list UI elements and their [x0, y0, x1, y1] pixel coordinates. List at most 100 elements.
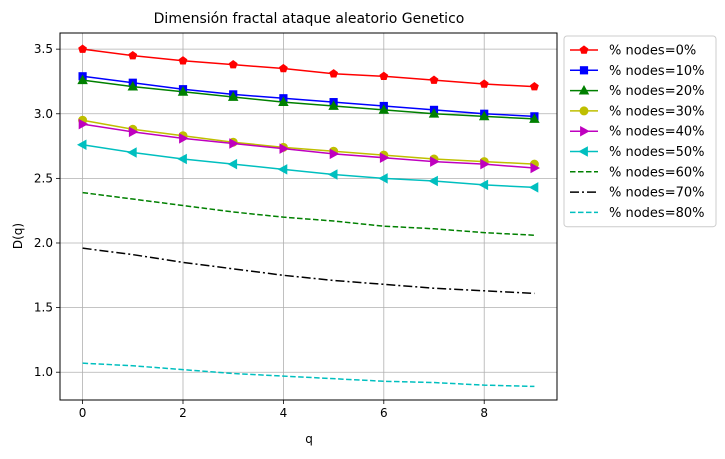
x-tick-label: 6	[380, 406, 388, 420]
data-point	[529, 113, 540, 123]
data-point	[277, 164, 288, 175]
y-axis-label: D(q)	[11, 223, 25, 249]
legend-item: % nodes=40%	[570, 125, 705, 140]
series-group	[78, 44, 539, 91]
legend-marker	[579, 45, 589, 54]
legend-box	[563, 35, 717, 228]
series-line	[82, 48, 535, 88]
legend-label: % nodes=0%	[609, 44, 696, 59]
data-point	[229, 138, 239, 149]
data-point	[127, 80, 139, 91]
data-point	[480, 158, 490, 170]
series-group	[82, 247, 535, 295]
data-point	[379, 71, 389, 81]
data-point	[430, 156, 440, 167]
series-line	[82, 119, 535, 165]
data-point	[76, 139, 87, 151]
series-line	[82, 362, 535, 388]
series-group	[78, 72, 539, 121]
data-point	[228, 60, 238, 69]
legend-item: % nodes=80%	[570, 206, 705, 221]
series-group	[78, 118, 541, 174]
data-point	[478, 179, 489, 191]
legend-label: % nodes=70%	[609, 186, 705, 201]
y-tick-label: 2.0	[34, 236, 53, 250]
y-tick-label: 3.5	[34, 42, 53, 56]
data-point	[279, 63, 288, 73]
data-point	[329, 148, 340, 160]
x-axis-label: q	[305, 432, 313, 446]
data-point	[177, 86, 189, 96]
series-group	[82, 191, 535, 236]
legend-marker	[580, 125, 590, 137]
data-point	[328, 100, 339, 110]
data-point	[278, 96, 289, 107]
data-point	[179, 133, 189, 144]
series-group	[76, 139, 539, 193]
data-point	[530, 162, 541, 174]
legend-item: % nodes=20%	[570, 84, 705, 99]
plot-frame	[59, 32, 558, 401]
legend-item: % nodes=0%	[570, 44, 696, 59]
data-point	[379, 152, 390, 163]
series-group	[82, 362, 535, 388]
legend-label: % nodes=50%	[609, 145, 705, 160]
chart-title: Dimensión fractal ataque aleatorio Genet…	[154, 11, 465, 27]
y-tick-label: 1.5	[34, 301, 53, 315]
x-tick-label: 8	[480, 406, 488, 420]
legend-label: % nodes=10%	[609, 64, 705, 79]
legend-item: % nodes=50%	[570, 145, 705, 160]
y-tick-label: 2.5	[34, 171, 53, 185]
data-point	[327, 169, 338, 180]
legend-marker	[578, 84, 590, 95]
legend-label: % nodes=30%	[609, 104, 705, 119]
data-point	[479, 79, 489, 88]
data-point	[428, 175, 438, 187]
legend-label: % nodes=40%	[609, 125, 705, 140]
data-point	[279, 143, 290, 154]
series-group	[78, 115, 539, 169]
data-point	[128, 50, 138, 60]
data-point	[178, 56, 188, 65]
data-point	[227, 91, 239, 101]
legend-item: % nodes=70%	[570, 186, 705, 201]
legend-item: % nodes=30%	[570, 104, 705, 119]
series-lines	[76, 44, 541, 388]
data-point	[378, 104, 390, 114]
legend-marker	[579, 66, 589, 75]
x-tick-label: 0	[79, 406, 87, 420]
data-point	[78, 44, 87, 53]
legend-label: % nodes=20%	[609, 84, 705, 99]
data-point	[127, 147, 137, 158]
legend-label: % nodes=60%	[609, 165, 705, 180]
series-line	[82, 247, 535, 295]
series-line	[82, 123, 535, 169]
data-point	[78, 118, 89, 130]
data-point	[428, 108, 440, 118]
legend-item: % nodes=10%	[570, 64, 705, 79]
series-group	[77, 74, 540, 123]
data-point	[528, 182, 539, 193]
data-point	[429, 75, 439, 84]
legend-marker	[579, 106, 589, 116]
data-point	[227, 158, 238, 170]
x-tick-label: 4	[280, 406, 288, 420]
series-line	[82, 191, 535, 236]
data-point	[329, 69, 338, 78]
data-point	[77, 74, 88, 85]
series-line	[82, 79, 535, 120]
y-tick-label: 3.0	[34, 107, 53, 121]
data-point	[530, 82, 539, 91]
data-point	[177, 153, 187, 165]
y-tick-label: 1.0	[34, 365, 53, 379]
data-point	[478, 110, 490, 121]
data-point	[128, 126, 139, 138]
series-line	[82, 75, 535, 118]
axis-ticks: 0 2 4 6 8 1.0 1.5 2.0 2.5 3.0 3.5	[34, 42, 488, 420]
series-line	[82, 144, 535, 189]
x-tick-label: 2	[179, 406, 187, 420]
data-point	[378, 173, 388, 184]
legend: % nodes=0% % nodes=10% % nodes=20% % nodes=…	[563, 35, 717, 228]
